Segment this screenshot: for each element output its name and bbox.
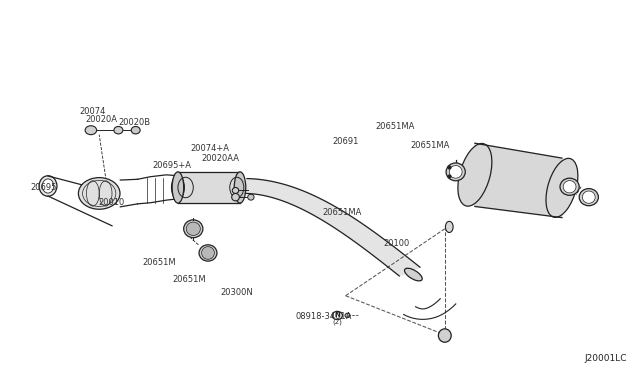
Ellipse shape xyxy=(232,187,239,193)
Ellipse shape xyxy=(42,179,54,193)
Ellipse shape xyxy=(560,178,579,195)
Ellipse shape xyxy=(199,245,217,261)
Ellipse shape xyxy=(114,126,123,134)
Ellipse shape xyxy=(186,222,200,235)
Text: 20651M: 20651M xyxy=(172,275,205,284)
Ellipse shape xyxy=(79,177,120,209)
Polygon shape xyxy=(475,143,562,218)
Ellipse shape xyxy=(582,191,595,203)
Ellipse shape xyxy=(404,268,422,281)
Text: 20695+A: 20695+A xyxy=(152,161,191,170)
Text: 20020AA: 20020AA xyxy=(202,154,240,163)
Ellipse shape xyxy=(172,175,184,199)
Text: 20651MA: 20651MA xyxy=(410,141,450,150)
Text: 20695: 20695 xyxy=(30,183,57,192)
Ellipse shape xyxy=(458,144,492,206)
Text: 20074: 20074 xyxy=(79,107,106,116)
Text: 20020B: 20020B xyxy=(118,118,150,127)
Ellipse shape xyxy=(563,180,576,193)
Ellipse shape xyxy=(85,126,97,135)
Ellipse shape xyxy=(248,194,254,200)
Text: N: N xyxy=(334,312,340,318)
Text: 20691: 20691 xyxy=(332,137,359,146)
Ellipse shape xyxy=(232,193,239,201)
Text: 20020A: 20020A xyxy=(85,115,117,124)
Ellipse shape xyxy=(445,221,453,232)
Text: 20100: 20100 xyxy=(383,239,410,248)
Ellipse shape xyxy=(131,126,140,134)
Polygon shape xyxy=(246,179,420,276)
Text: 20651MA: 20651MA xyxy=(323,208,362,217)
Ellipse shape xyxy=(202,247,214,259)
Ellipse shape xyxy=(234,172,246,203)
Ellipse shape xyxy=(39,176,57,196)
Ellipse shape xyxy=(438,329,451,342)
Text: 20010: 20010 xyxy=(99,198,125,207)
Ellipse shape xyxy=(579,189,598,206)
Ellipse shape xyxy=(332,311,342,320)
Text: J20001LC: J20001LC xyxy=(585,354,627,363)
Text: 20651MA: 20651MA xyxy=(376,122,415,131)
Text: 08918-3401A: 08918-3401A xyxy=(295,312,351,321)
Text: 20300N: 20300N xyxy=(220,288,253,296)
Ellipse shape xyxy=(172,172,184,203)
Ellipse shape xyxy=(449,166,462,178)
Ellipse shape xyxy=(546,158,578,217)
Text: 20651M: 20651M xyxy=(142,258,175,267)
Text: 20074+A: 20074+A xyxy=(191,144,229,153)
Text: (2): (2) xyxy=(332,318,342,325)
Ellipse shape xyxy=(345,313,350,318)
Ellipse shape xyxy=(184,220,203,238)
Ellipse shape xyxy=(446,163,465,181)
